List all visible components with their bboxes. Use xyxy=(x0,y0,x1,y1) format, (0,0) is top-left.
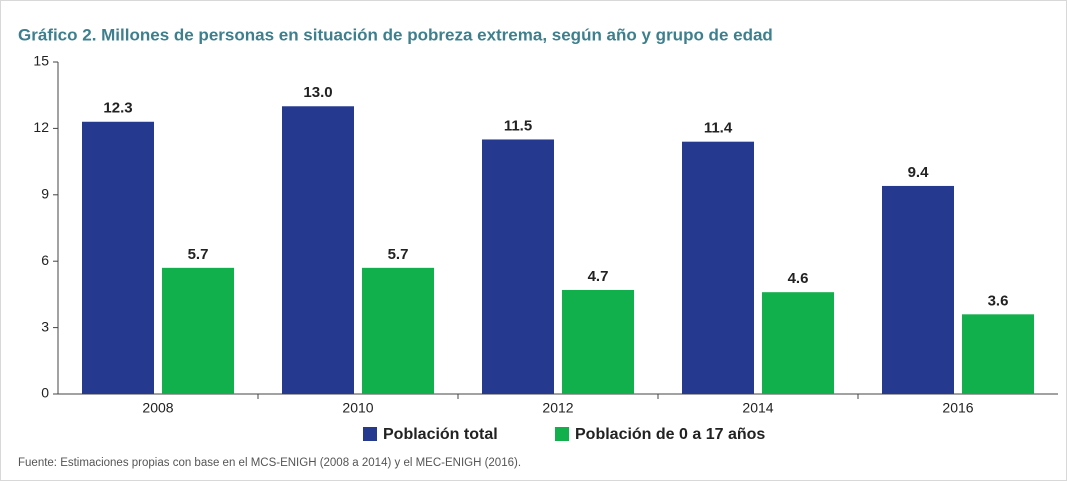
chart-title: Gráfico 2. Millones de personas en situa… xyxy=(18,25,773,44)
y-tick-label: 9 xyxy=(41,186,49,202)
y-tick-label: 3 xyxy=(41,318,49,334)
value-label: 13.0 xyxy=(303,84,332,101)
legend-swatch xyxy=(555,427,569,441)
y-tick-label: 6 xyxy=(41,252,49,268)
bar xyxy=(162,267,234,394)
legend-swatch xyxy=(363,427,377,441)
bar xyxy=(362,267,434,394)
value-label: 9.4 xyxy=(908,164,930,181)
bar xyxy=(82,121,154,394)
bar xyxy=(682,141,754,394)
x-tick-label: 2010 xyxy=(342,400,373,416)
x-tick-label: 2016 xyxy=(942,400,973,416)
value-label: 11.4 xyxy=(704,120,733,137)
value-label: 4.7 xyxy=(588,268,609,285)
bar xyxy=(482,139,554,394)
value-label: 11.5 xyxy=(504,117,532,134)
value-label: 5.7 xyxy=(388,246,409,263)
bar xyxy=(562,289,634,394)
legend-label: Población total xyxy=(383,426,498,443)
value-label: 3.6 xyxy=(988,292,1009,309)
bar xyxy=(282,106,354,395)
value-label: 12.3 xyxy=(103,100,132,117)
x-tick-label: 2012 xyxy=(542,400,573,416)
value-label: 4.6 xyxy=(788,270,809,287)
x-tick-label: 2014 xyxy=(742,400,773,416)
x-tick-label: 2008 xyxy=(142,400,173,416)
legend-label: Población de 0 a 17 años xyxy=(575,426,765,443)
bar xyxy=(762,292,834,394)
bar xyxy=(882,185,954,394)
y-tick-label: 15 xyxy=(33,53,49,69)
bar xyxy=(962,314,1034,394)
value-label: 5.7 xyxy=(188,246,209,263)
note: Fuente: Estimaciones propias con base en… xyxy=(18,457,521,469)
y-tick-label: 0 xyxy=(41,385,49,401)
y-tick-label: 12 xyxy=(33,119,49,135)
